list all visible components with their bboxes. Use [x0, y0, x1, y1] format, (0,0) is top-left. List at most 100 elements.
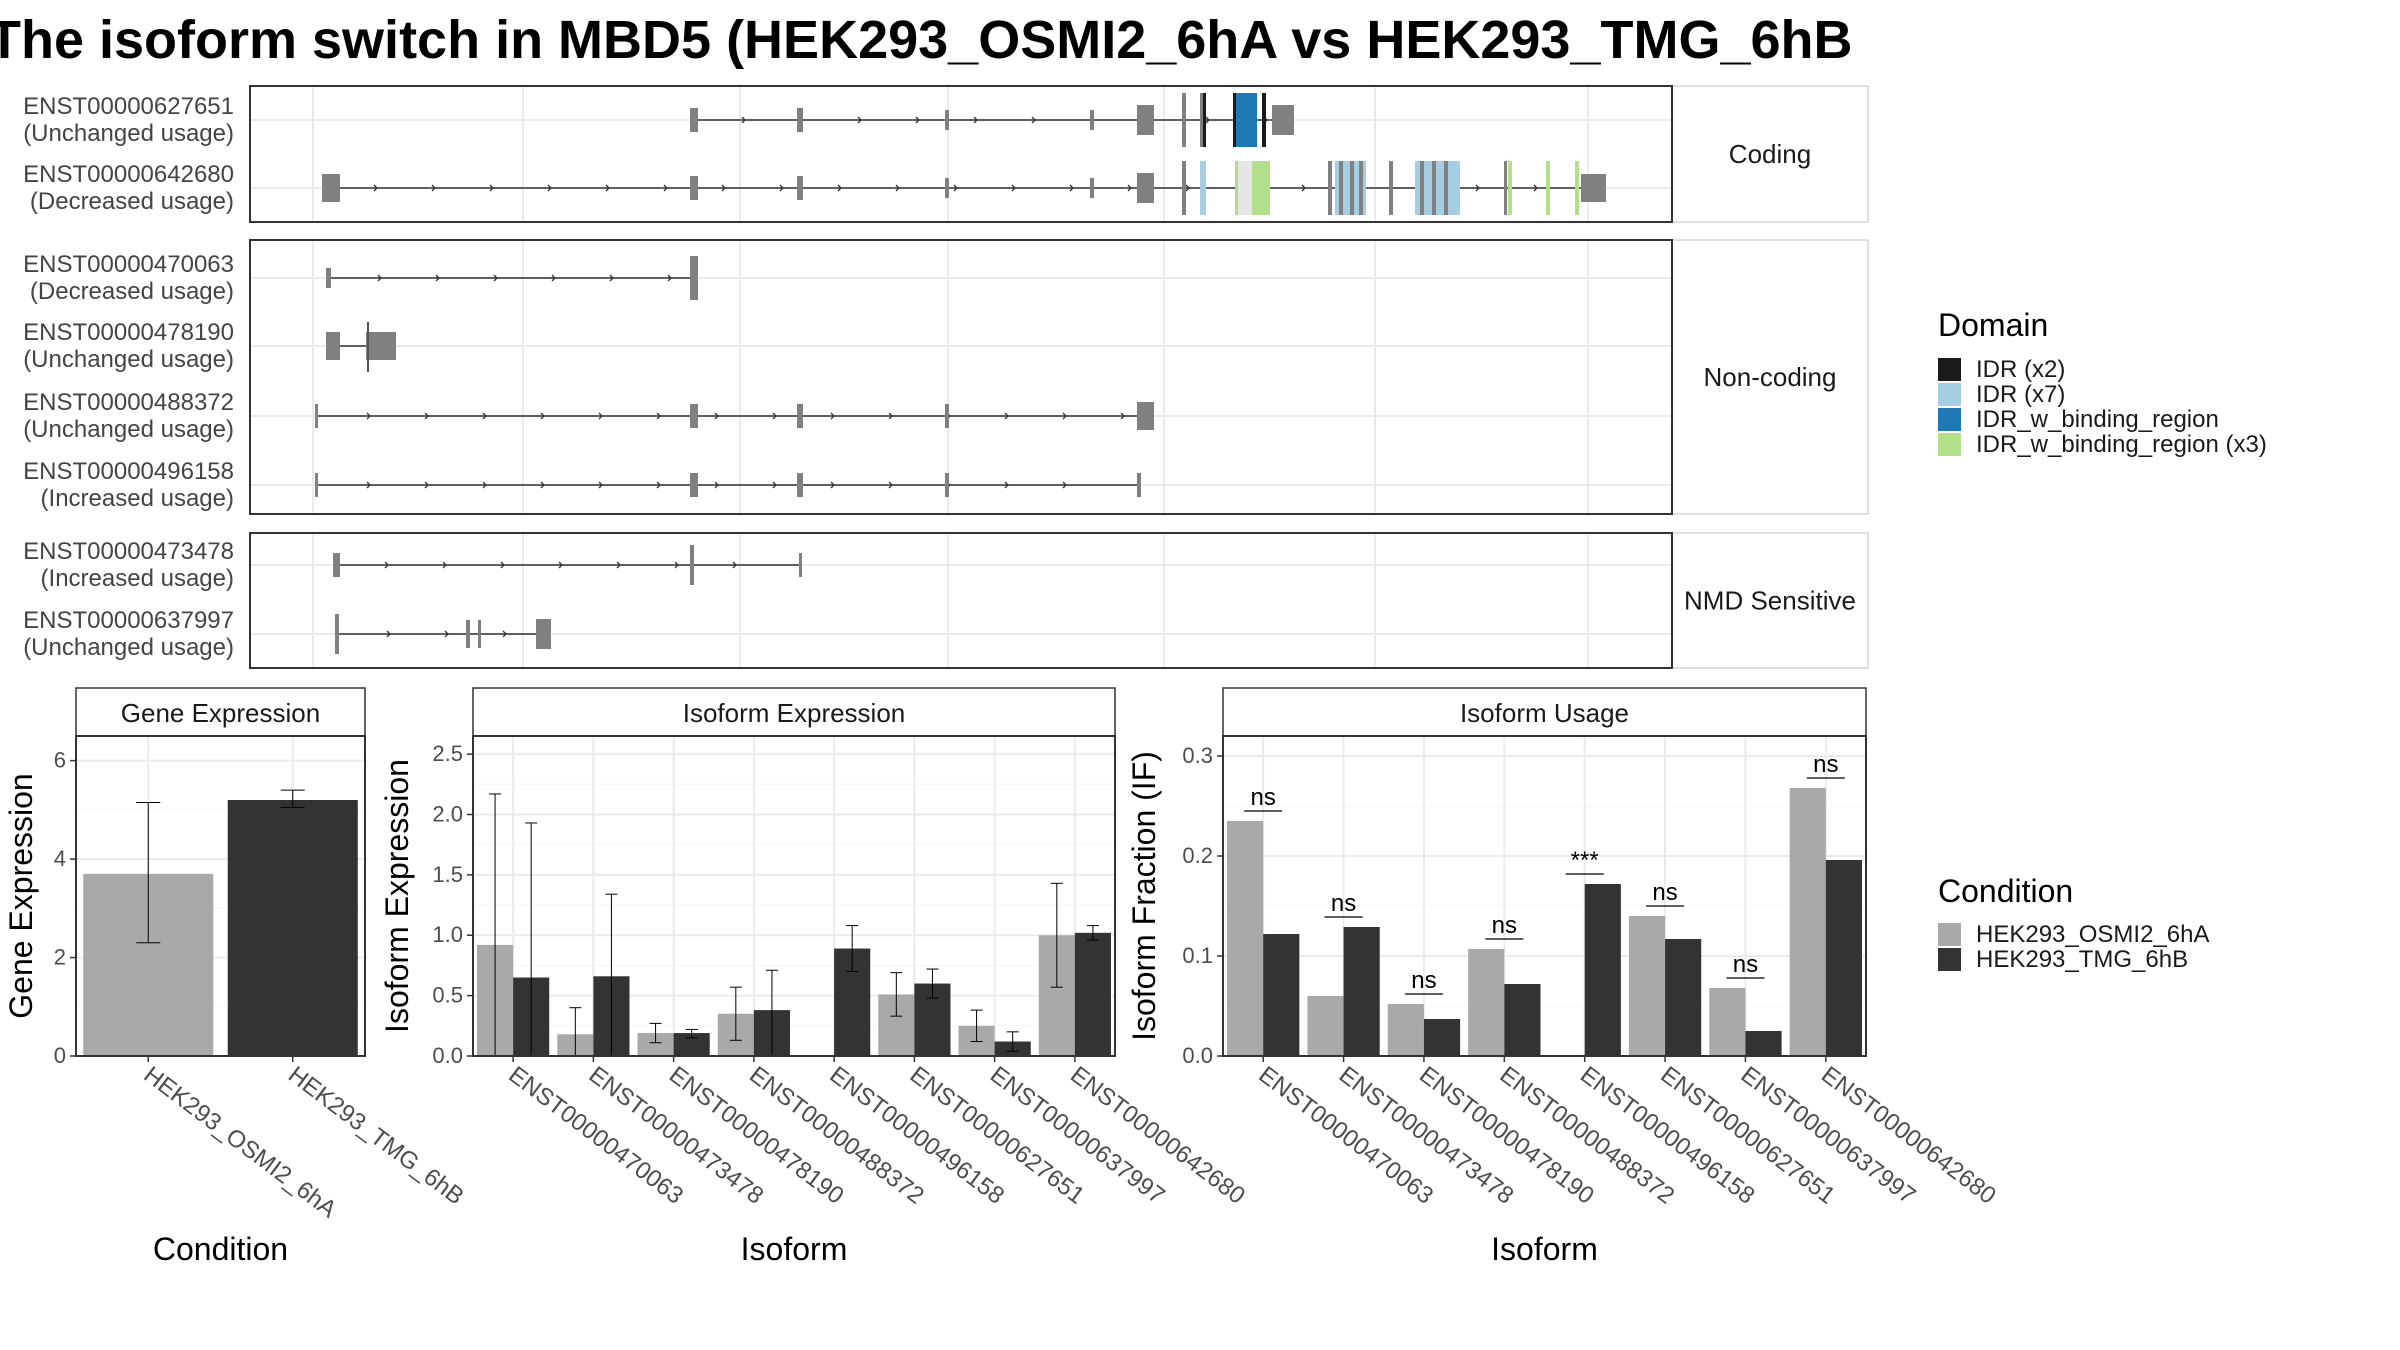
transcript-usage-label: (Unchanged usage) [23, 416, 234, 443]
domain-legend-swatch [1938, 358, 1961, 381]
intron-direction-arrow [1127, 184, 1132, 192]
intron-direction-arrow [598, 481, 603, 489]
bar [1227, 821, 1264, 1056]
panel-title: Isoform Usage [1460, 698, 1629, 728]
transcript-usage-label: (Decreased usage) [30, 188, 234, 215]
domain-exon-stripe [1359, 161, 1363, 215]
intron-direction-arrow [1205, 116, 1210, 124]
intron-direction-arrow [482, 481, 487, 489]
plot-border [1222, 735, 1867, 1057]
significance-label: ns [1492, 912, 1517, 939]
facet-strip [1671, 85, 1869, 223]
domain-legend-swatch [1938, 383, 1961, 406]
exon-block [690, 404, 698, 428]
bar [1468, 949, 1505, 1056]
facet-strip [1671, 532, 1869, 669]
intron-direction-arrow [1004, 412, 1009, 420]
panel-title: Isoform Expression [683, 698, 906, 728]
intron-direction-arrow [547, 184, 552, 192]
exon-block [1137, 173, 1154, 203]
y-tick-label: 0.2 [1182, 843, 1213, 868]
bar [673, 1033, 710, 1056]
protein-domain-block [1203, 93, 1206, 147]
exon-block [536, 619, 551, 649]
structure-facet-border [249, 532, 1673, 669]
exon-block [1272, 105, 1294, 135]
intron-direction-arrow [732, 561, 737, 569]
domain-exon-stripe [1339, 161, 1343, 215]
domain-legend-swatch [1938, 433, 1961, 456]
intron-direction-arrow [493, 274, 498, 282]
intron-direction-arrow [779, 184, 784, 192]
transcript-id-label: ENST00000627651 [23, 93, 234, 120]
bar [1307, 996, 1344, 1056]
x-axis-title: Condition [153, 1231, 288, 1267]
intron-direction-arrow [837, 184, 842, 192]
domain-exon-stripe [1350, 161, 1354, 215]
intron-direction-arrow [431, 184, 436, 192]
intron-direction-arrow [384, 561, 389, 569]
condition-legend-label: HEK293_OSMI2_6hA [1976, 921, 2209, 948]
exon-block [315, 473, 318, 497]
y-tick-label: 1.5 [432, 862, 463, 887]
transcript-usage-label: (Decreased usage) [30, 278, 234, 305]
transcript-id-label: ENST00000642680 [23, 161, 234, 188]
intron-direction-arrow [366, 481, 371, 489]
transcript-usage-label: (Increased usage) [41, 565, 234, 592]
significance-label: ns [1251, 784, 1276, 811]
y-tick-label: 0.0 [432, 1043, 463, 1068]
exon-block [1137, 402, 1154, 430]
protein-domain-block [1575, 161, 1579, 215]
exon-block [333, 553, 340, 577]
facet-strip-label: Non-coding [1704, 362, 1837, 392]
exon-block [1090, 178, 1094, 198]
bar [1745, 1031, 1782, 1056]
bar [1074, 932, 1111, 1056]
intron-direction-arrow [895, 184, 900, 192]
protein-domain-block [1200, 161, 1206, 215]
bar [1709, 988, 1746, 1056]
panel-strip [1222, 687, 1867, 737]
y-tick-label: 2.0 [432, 801, 463, 826]
y-axis-title: Isoform Expression [379, 759, 415, 1033]
transcript-id-label: ENST00000473478 [23, 538, 234, 565]
exon-block [797, 404, 803, 428]
exon-block [1389, 161, 1393, 215]
intron-direction-arrow [1062, 412, 1067, 420]
significance-label: ns [1652, 879, 1677, 906]
transcript-id-label: ENST00000637997 [23, 607, 234, 634]
y-tick-label: 0.5 [432, 983, 463, 1008]
bar [1343, 927, 1380, 1056]
exon-block [1504, 161, 1507, 215]
y-tick-label: 0 [54, 1043, 66, 1068]
exon-block [797, 176, 803, 200]
domain-exon-stripe [1432, 161, 1436, 215]
intron-direction-arrow [489, 184, 494, 192]
intron-direction-arrow [1301, 184, 1306, 192]
intron-direction-arrow [500, 561, 505, 569]
bar [1789, 788, 1826, 1056]
bar [1665, 939, 1702, 1056]
intron-direction-arrow [953, 184, 958, 192]
exon-block [799, 553, 802, 577]
x-axis-title: Isoform [741, 1231, 848, 1267]
intron-direction-arrow [1475, 184, 1480, 192]
y-tick-label: 2.5 [432, 741, 463, 766]
intron-direction-arrow [435, 274, 440, 282]
domain-legend-swatch [1938, 408, 1961, 431]
intron-direction-arrow [674, 561, 679, 569]
intron-direction-arrow [1011, 184, 1016, 192]
y-tick-label: 4 [54, 846, 66, 871]
figure-title: The isoform switch in MBD5 (HEK293_OSMI2… [0, 10, 1853, 70]
exon-block [1137, 473, 1141, 497]
exon-block [690, 545, 694, 585]
bar [1423, 1019, 1461, 1056]
significance-label: ns [1331, 890, 1356, 917]
intron-direction-arrow [444, 630, 449, 638]
y-axis-title: Gene Expression [3, 773, 39, 1018]
intron-direction-arrow [915, 116, 920, 124]
intron-direction-arrow [1062, 481, 1067, 489]
domain-legend-label: IDR_w_binding_region (x3) [1976, 431, 2267, 458]
intron-direction-arrow [772, 481, 777, 489]
